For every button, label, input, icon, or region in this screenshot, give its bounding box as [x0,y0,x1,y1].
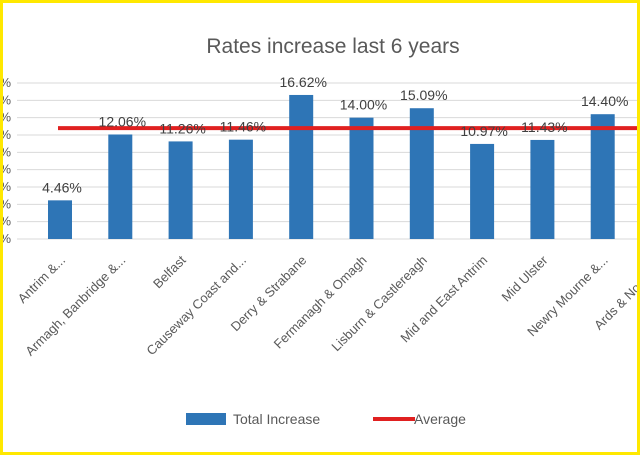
bar [108,134,133,239]
legend: Total Increase Average [186,411,466,427]
bar [48,200,72,239]
legend-label-total-increase: Total Increase [233,411,320,427]
legend-swatch-average [373,417,415,421]
chart: Rates increase last 6 years %%%%%%%%%% 4… [3,35,637,427]
x-tick-label: Causeway Coast and... [143,253,249,359]
y-tick-label: % [3,214,11,229]
y-axis-ticks: %%%%%%%%%% [3,75,11,246]
y-tick-label: % [3,110,11,125]
legend-label-average: Average [414,411,466,427]
data-label: 14.00% [340,97,387,113]
chart-title: Rates increase last 6 years [206,35,459,58]
y-tick-label: % [3,196,11,211]
data-label: 11.46% [220,119,266,135]
bar [590,114,615,239]
data-label: 16.62% [279,74,326,90]
data-label: 4.46% [42,179,82,195]
y-tick-label: % [3,231,11,246]
x-axis-ticks: Antrim &...Armagh, Banbridge &... Belfast… [15,252,637,359]
y-tick-label: % [3,75,11,90]
data-label: 10.97% [460,123,507,139]
x-tick-label: Antrim &... [15,253,69,307]
data-labels: 4.46% 12.06% 11.26% 11.46% 16.62% 14.00% 15.09… [42,74,628,195]
bar [349,117,374,239]
y-tick-label: % [3,92,11,107]
data-label: 11.43% [521,119,567,135]
bar [228,139,253,239]
y-tick-label: % [3,144,11,159]
legend-swatch-total-increase [186,413,226,425]
data-label: 15.09% [400,87,447,103]
x-tick-label: Armagh, Banbridge &... [22,253,128,359]
data-label: 12.06% [99,113,146,129]
bar [470,143,495,239]
x-tick-label: Belfast [150,252,189,291]
bar [168,141,193,239]
y-tick-label: % [3,127,11,142]
data-label: 14.40% [581,93,628,109]
bar [530,139,555,239]
x-tick-label: Mid Ulster [499,252,551,304]
data-label: 11.26% [159,120,205,136]
y-tick-label: % [3,179,11,194]
bars [48,94,615,240]
y-tick-label: % [3,162,11,177]
bar [289,94,314,240]
